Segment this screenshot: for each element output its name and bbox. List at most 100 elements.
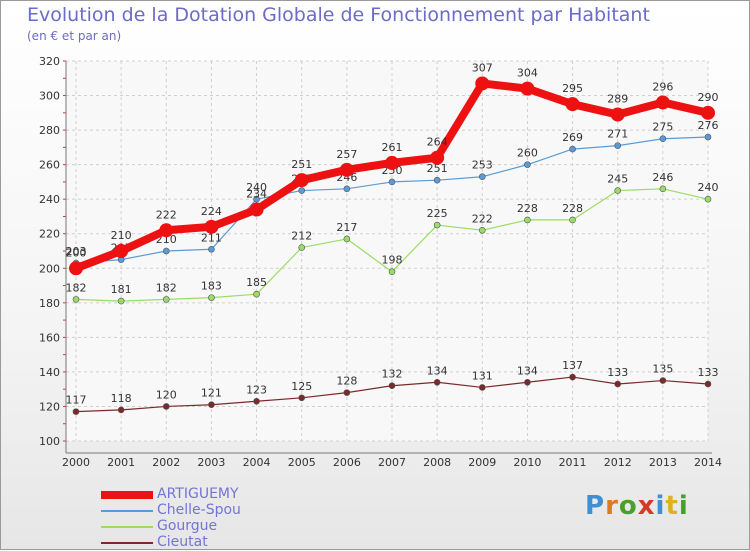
data-point	[253, 195, 260, 203]
data-label: 217	[336, 221, 357, 234]
logo-letter: o	[618, 491, 638, 521]
data-label: 228	[517, 202, 538, 215]
data-point	[659, 377, 667, 384]
logo-letter: P	[585, 491, 606, 521]
data-label: 275	[652, 121, 673, 134]
proxiti-logo: Proxiti	[585, 491, 689, 521]
data-point	[610, 107, 625, 122]
x-tick-label: 2002	[152, 456, 180, 469]
x-tick-label: 2005	[288, 456, 316, 469]
legend-label: Chelle-Spou	[157, 502, 241, 518]
x-tick-label: 2001	[107, 456, 135, 469]
data-point	[524, 161, 531, 168]
legend-swatch-gourgue	[101, 526, 153, 528]
data-point	[614, 380, 622, 388]
data-label: 224	[201, 205, 222, 218]
data-point	[569, 145, 576, 153]
legend-swatch-artiguemy	[101, 491, 153, 499]
data-label: 183	[201, 280, 222, 293]
y-tick-label: 260	[39, 159, 60, 172]
y-tick-label: 100	[39, 435, 60, 448]
data-label: 246	[652, 171, 673, 184]
y-tick-label: 180	[39, 297, 60, 310]
data-label: 182	[156, 281, 177, 294]
x-tick-label: 2014	[694, 456, 722, 469]
data-point	[524, 378, 531, 386]
legend-label: Gourgue	[157, 518, 218, 534]
data-point	[704, 195, 712, 203]
logo-letter: r	[605, 491, 619, 521]
x-tick-label: 2010	[513, 456, 541, 469]
data-point	[433, 378, 441, 386]
data-point	[162, 403, 170, 410]
data-point	[520, 81, 535, 96]
logo-letter: x	[637, 491, 656, 521]
data-point	[388, 382, 396, 390]
x-tick-label: 2007	[378, 456, 406, 469]
data-label: 203	[66, 245, 87, 258]
data-label: 137	[562, 359, 583, 372]
y-tick-label: 140	[39, 366, 60, 379]
legend-item-chelle-spou: Chelle-Spou	[101, 502, 341, 519]
data-label: 296	[652, 80, 673, 93]
y-tick-label: 160	[39, 331, 60, 344]
legend-label: ARTIGUEMY	[157, 486, 239, 502]
data-point	[204, 219, 219, 234]
data-point	[475, 76, 490, 91]
data-point	[478, 173, 486, 181]
x-tick-label: 2011	[559, 456, 587, 469]
data-point	[433, 221, 441, 229]
data-label: 251	[291, 158, 312, 171]
x-tick-label: 2004	[243, 456, 271, 469]
data-point	[569, 216, 576, 224]
data-label: 118	[111, 392, 132, 405]
y-tick-label: 240	[39, 193, 60, 206]
y-tick-label: 120	[39, 400, 60, 413]
y-tick-label: 200	[39, 262, 60, 275]
data-label: 234	[246, 188, 267, 201]
data-label: 245	[607, 173, 628, 186]
data-label: 200	[66, 246, 87, 259]
data-label: 133	[698, 366, 719, 379]
data-label: 135	[652, 363, 673, 376]
data-label: 185	[246, 276, 267, 289]
data-label: 117	[66, 394, 87, 407]
data-point	[385, 155, 399, 170]
data-point	[565, 97, 580, 112]
data-label: 260	[517, 147, 538, 160]
data-point	[69, 261, 83, 276]
data-label: 222	[472, 212, 493, 225]
data-point	[701, 105, 715, 120]
x-tick-label: 2009	[468, 456, 496, 469]
data-label: 121	[201, 387, 222, 400]
data-point	[433, 176, 441, 184]
y-tick-label: 300	[39, 90, 60, 103]
data-label: 125	[291, 380, 312, 393]
data-label: 240	[246, 181, 267, 194]
data-label: 198	[382, 254, 403, 267]
logo-letter: i	[655, 491, 666, 521]
data-label: 251	[427, 162, 448, 175]
data-label: 222	[156, 208, 177, 221]
x-tick-label: 2012	[604, 456, 632, 469]
data-point	[343, 185, 351, 193]
data-label: 120	[156, 388, 177, 401]
data-label: 295	[562, 82, 583, 95]
x-tick-label: 2008	[423, 456, 451, 469]
data-label: 304	[517, 67, 538, 80]
x-tick-label: 2003	[197, 456, 225, 469]
data-label: 132	[382, 368, 403, 381]
data-point	[343, 389, 351, 396]
data-label: 134	[517, 364, 538, 377]
data-point	[339, 162, 354, 177]
data-point	[72, 408, 80, 415]
data-point	[388, 268, 396, 276]
y-tick-label: 320	[39, 55, 60, 68]
data-point	[298, 244, 306, 251]
data-label: 253	[472, 159, 493, 172]
data-label: 276	[698, 119, 719, 132]
chart-subtitle: (en € et par an)	[27, 29, 122, 43]
data-point	[704, 380, 712, 388]
data-label: 271	[607, 128, 628, 141]
